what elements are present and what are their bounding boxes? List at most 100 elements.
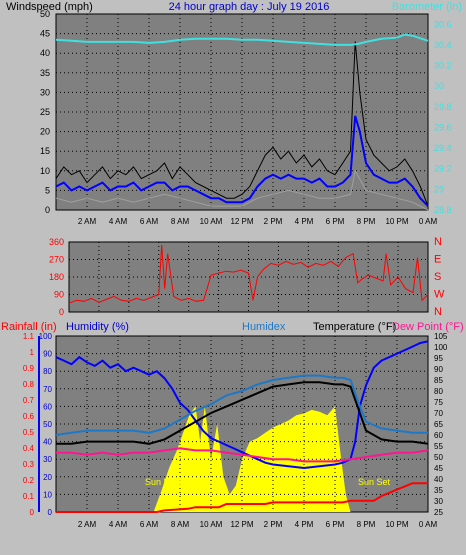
x-tick-label: 2 AM — [78, 520, 97, 529]
x-tick-label: 10 AM — [200, 520, 223, 529]
humidity-tick-label: 40 — [43, 438, 52, 447]
temperature-tick-label: 25 — [434, 508, 443, 517]
wind-x-ticks: 2 AM 4 AM 6 AM 8 AM 10 AM 12 PM 2 PM 4 PM 6 PM 8 … — [78, 217, 438, 226]
wind-tick-label: 20 — [40, 127, 50, 137]
temperature-ticks: 25 30 35 40 45 50 55 60 65 70 75 80 85 90 95 100 105 — [434, 332, 448, 517]
wind-gust-line — [55, 41, 429, 207]
rainfall-tick-label: 1 — [30, 348, 35, 357]
x-tick-label: 8 PM — [357, 520, 376, 529]
temperature-tick-label: 35 — [434, 486, 443, 495]
rainfall-tick-label: 0.7 — [23, 396, 35, 405]
barometer-tick-label: 30.6 — [434, 19, 452, 29]
wind-tick-label: 40 — [40, 48, 50, 58]
temperature-axis-label: Temperature (°F) — [313, 321, 396, 333]
humidity-ticks: 0 10 20 30 40 50 60 70 80 90 100 — [39, 332, 53, 517]
x-tick-label: 0 AM — [419, 217, 438, 226]
barometer-tick-label: 29.8 — [434, 102, 452, 112]
x-tick-label: 8 AM — [171, 520, 190, 529]
compass-tick-label: W — [434, 289, 445, 301]
humidity-axis-label: Humidity (%) — [66, 321, 129, 333]
direction-tick-label: 360 — [49, 237, 64, 247]
wind-tick-label: 45 — [40, 29, 50, 39]
x-tick-label: 8 PM — [357, 217, 376, 226]
wind-grid — [56, 14, 428, 210]
compass-tick-label: N — [434, 236, 442, 248]
wind-tick-label: 25 — [40, 107, 50, 117]
direction-tick-label: 270 — [49, 255, 64, 265]
temperature-tick-label: 45 — [434, 464, 443, 473]
wind-tick-label: 15 — [40, 146, 50, 156]
barometer-line — [55, 33, 429, 46]
wind-tick-label: 10 — [40, 166, 50, 176]
temperature-tick-label: 60 — [434, 431, 443, 440]
humidity-tick-label: 80 — [43, 367, 52, 376]
barometer-tick-label: 30.4 — [434, 40, 452, 50]
wind-low-line — [55, 169, 429, 211]
temperature-tick-label: 55 — [434, 442, 443, 451]
temperature-tick-label: 30 — [434, 497, 443, 506]
direction-tick-label: 180 — [49, 272, 64, 282]
rainfall-tick-label: 0.2 — [23, 476, 35, 485]
x-tick-label: 10 PM — [385, 217, 408, 226]
direction-series — [68, 244, 429, 304]
x-tick-label: 6 PM — [326, 217, 345, 226]
rainfall-tick-label: 0.3 — [23, 460, 35, 469]
x-tick-label: 8 AM — [171, 217, 190, 226]
x-tick-label: 2 PM — [264, 217, 283, 226]
humidex-label: Humidex — [242, 321, 286, 333]
barometer-tick-label: 28.8 — [434, 205, 452, 215]
temperature-grid — [56, 336, 428, 512]
x-tick-label: 2 AM — [78, 217, 97, 226]
barometer-tick-label: 29 — [434, 184, 444, 194]
compass-tick-label: E — [434, 254, 441, 266]
humidity-tick-label: 70 — [43, 385, 52, 394]
rainfall-tick-label: 1.1 — [23, 332, 35, 341]
barometer-tick-label: 29.2 — [434, 164, 452, 174]
rainfall-axis-label: Rainfall (in) — [1, 321, 57, 333]
wind-avg-line — [55, 115, 429, 207]
direction-left-ticks: 0 90 180 270 360 — [49, 237, 64, 317]
x-tick-label: 4 AM — [109, 520, 128, 529]
humidex-line — [55, 374, 428, 436]
rainfall-tick-label: 0.9 — [23, 364, 35, 373]
direction-tick-label: 90 — [54, 290, 64, 300]
temperature-x-ticks: 2 AM 4 AM 6 AM 8 AM 10 AM 12 PM 2 PM 4 PM 6 PM 8 … — [78, 520, 438, 529]
direction-tick-label: 0 — [59, 307, 64, 317]
barometer-tick-label: 30.2 — [434, 61, 452, 71]
temperature-tick-label: 85 — [434, 376, 443, 385]
temperature-tick-label: 65 — [434, 420, 443, 429]
temperature-series — [55, 340, 429, 513]
temperature-tick-label: 80 — [434, 387, 443, 396]
x-tick-label: 10 AM — [200, 217, 223, 226]
wind-tick-label: 0 — [45, 205, 50, 215]
x-tick-label: 4 AM — [109, 217, 128, 226]
wind-right-axis-label: Barometer (in) — [392, 1, 462, 13]
temperature-panel: Rainfall (in) Humidity (%) Humidex Tempe… — [1, 321, 464, 529]
wind-right-ticks: 28.8 29 29.2 29.4 29.6 29.8 30 30.2 30.4 30.6 — [434, 19, 452, 215]
wind-tick-label: 30 — [40, 87, 50, 97]
x-tick-label: 12 PM — [230, 520, 253, 529]
temperature-tick-label: 100 — [434, 343, 448, 352]
sunrise-label: Sun Rise — [145, 477, 182, 487]
temperature-tick-label: 105 — [434, 332, 448, 341]
humidity-line — [55, 340, 429, 470]
humidity-tick-label: 50 — [43, 420, 52, 429]
direction-line — [68, 244, 429, 304]
temperature-tick-label: 70 — [434, 409, 443, 418]
x-tick-label: 6 AM — [140, 217, 159, 226]
temperature-tick-label: 40 — [434, 475, 443, 484]
wind-tick-label: 5 — [45, 185, 50, 195]
chart-title: 24 hour graph day : July 19 2016 — [169, 1, 330, 13]
temperature-tick-label: 50 — [434, 453, 443, 462]
wind-panel: Windspeed (mph) 24 hour graph day : July… — [6, 1, 462, 226]
rainfall-tick-label: 0.6 — [23, 412, 35, 421]
rainfall-line — [56, 482, 428, 513]
x-tick-label: 4 PM — [295, 520, 314, 529]
x-tick-label: 6 AM — [140, 520, 159, 529]
barometer-tick-label: 30 — [434, 81, 444, 91]
wind-tick-label: 35 — [40, 68, 50, 78]
humidity-tick-label: 90 — [43, 350, 52, 359]
